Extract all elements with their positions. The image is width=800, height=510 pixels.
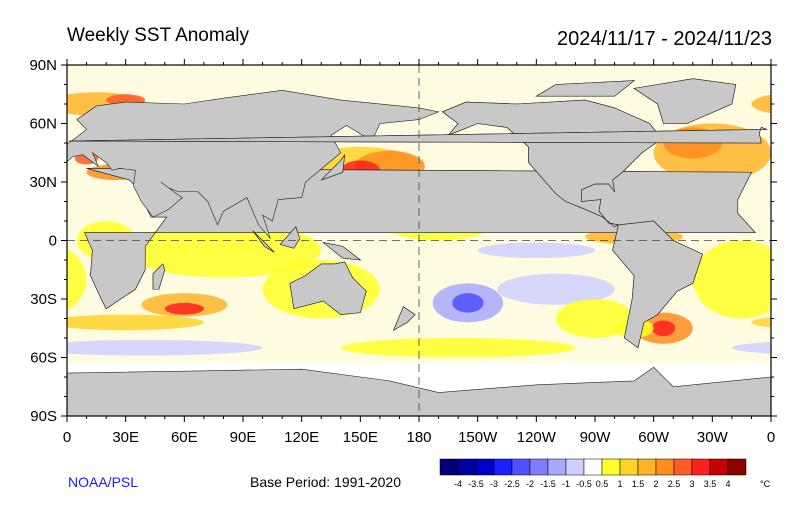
colorbar-swatch [565,458,585,476]
lon-label: 30W [697,429,729,446]
colorbar-label: -0.5 [576,479,592,489]
colorbar-swatch [547,458,567,476]
lat-label: 30N [29,174,57,191]
colorbar-swatch [529,458,549,476]
lon-label: 30E [112,429,139,446]
south-america-land [612,220,703,349]
colorbar-swatch [493,458,513,476]
greenland-land [633,78,737,124]
colorbar-swatch [727,458,747,476]
colorbar-swatch [619,458,639,476]
eurasia-land [67,90,440,239]
lon-label: 90E [230,429,257,446]
anomaly-region [340,338,576,358]
sumatra-land [252,230,275,253]
lon-label: 0 [63,429,71,446]
lon-label: 120W [517,429,557,446]
colorbar-swatch [511,458,531,476]
colorbar-label: -2 [526,479,534,489]
lat-label: 90S [30,408,57,425]
lon-label: 150E [343,429,378,446]
anomaly-region [751,94,771,114]
colorbar-label: 1.5 [632,479,645,489]
australia-land [289,261,367,315]
lon-label: 60E [171,429,198,446]
lat-label: 60S [30,350,57,367]
britain-land [68,127,768,144]
colorbar-swatch [637,458,657,476]
lon-label: 90W [580,429,612,446]
colorbar-label: 0.5 [596,479,609,489]
colorbar-label: -2.5 [504,479,520,489]
colorbar-swatch [709,458,729,476]
colorbar-swatch [583,458,603,476]
colorbar-label: -3 [490,479,498,489]
anomaly-region [497,273,615,305]
colorbar-label: 3 [689,479,694,489]
anomaly-region [692,240,771,319]
lat-label: 0 [49,233,57,250]
anomaly-region [555,299,635,338]
colorbar-swatch [673,458,693,476]
new-guinea-land [322,242,362,261]
colorbar-label: 3.5 [704,479,717,489]
lon-label: 150W [458,429,498,446]
colorbar-swatch [655,458,675,476]
anomaly-region [0,200,8,223]
colorbar-label: 4 [725,479,730,489]
figure-title: Weekly SST Anomaly [67,25,249,46]
colorbar-label: 2.5 [668,479,681,489]
madagascar-land [152,263,166,290]
colorbar-swatch [601,458,621,476]
colorbar-swatch [475,458,495,476]
lat-label: 60N [29,116,57,133]
lon-label: 120E [284,429,319,446]
anomaly-region [67,314,204,331]
anomaly-region [651,320,676,337]
anomaly-region [751,317,771,328]
base-period-label: Base Period: 1991-2020 [250,474,401,490]
date-range: 2024/11/17 - 2024/11/23 [557,28,772,50]
colorbar-label: 1 [617,479,622,489]
colorbar-swatch [691,458,711,476]
colorbar-swatch [457,458,477,476]
eurasia-land [777,90,800,238]
arctic-islands-land [535,80,636,97]
anomaly-region [0,127,18,158]
credit-label[interactable]: NOAA/PSL [68,474,139,490]
lon-label: 180 [406,429,431,446]
borneo-land [279,226,301,249]
colorbar-unit: °C [760,479,771,489]
colorbar-label: -1.5 [540,479,556,489]
colorbar-label: -3.5 [468,479,484,489]
japan-land [321,154,345,181]
anomaly-region [791,164,800,180]
new-zealand-land [392,306,416,331]
anomaly-region [67,339,263,356]
anomaly-region [781,221,800,260]
anomaly-region [452,293,484,313]
anomaly-region [731,341,771,354]
anomaly-region [67,248,87,311]
anomaly-region [125,222,322,278]
lon-label: 0 [767,429,775,446]
lon-label: 60W [638,429,670,446]
colorbar-label: -1 [562,479,570,489]
anomaly-region [164,302,204,315]
anomaly-region [779,153,800,165]
colorbar-label: -4 [454,479,462,489]
colorbar-swatch [439,458,459,476]
lat-label: 90N [29,57,57,74]
anomaly-region [477,242,595,259]
colorbar-label: 2 [653,479,658,489]
lat-label: 30S [30,291,57,308]
